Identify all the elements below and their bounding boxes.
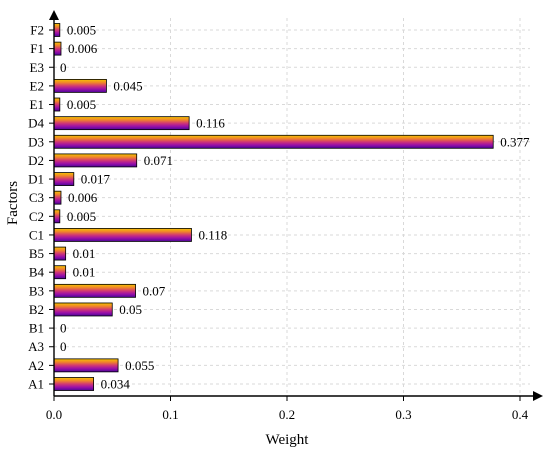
category-label-B2: B2 [29,302,44,317]
bar-F2 [53,23,61,37]
x-tick-label: 0.2 [279,407,295,422]
data-label-D1: 0.017 [81,172,111,187]
category-label-D4: D4 [28,116,44,131]
bar-D2 [53,153,138,168]
bar-D3 [53,134,494,149]
data-label-B2: 0.05 [119,302,142,317]
category-label-C2: C2 [29,209,44,224]
x-tick-label: 0.0 [46,407,62,422]
data-label-E2: 0.045 [113,78,142,93]
bar-C2 [53,209,61,224]
bar-B5 [53,246,67,261]
category-label-B3: B3 [29,283,44,298]
category-label-C3: C3 [29,190,44,205]
y-axis-arrow [49,10,59,20]
bar-B3 [53,283,136,298]
bar-E1 [53,97,61,112]
category-label-A2: A2 [28,358,44,373]
data-label-D4: 0.116 [196,116,225,131]
category-label-E1: E1 [30,97,44,112]
labels-group: A1 0.034 A2 0.055 A3 0 B1 0 B2 0.05 B3 0.07 B4 0.01 B5… [28,23,530,423]
data-label-F2: 0.005 [67,23,96,38]
category-label-B4: B4 [29,265,45,280]
category-label-B5: B5 [29,246,44,261]
bar-B2 [53,302,113,317]
x-tick-label: 0.3 [395,407,411,422]
y-axis-title: Factors [5,181,21,225]
bar-C3 [53,190,62,205]
data-label-E3: 0 [60,60,67,75]
bar-A2 [53,358,119,373]
category-label-E2: E2 [30,78,44,93]
category-label-A3: A3 [28,339,44,354]
data-label-A1: 0.034 [101,377,131,392]
x-tick-label: 0.1 [162,407,178,422]
x-axis-title: Weight [266,432,310,448]
bar-B4 [53,265,67,280]
bar-D1 [53,172,75,186]
bar-E2 [53,78,107,93]
data-label-D3: 0.377 [500,134,530,149]
category-label-E3: E3 [30,60,44,75]
bars-group [53,23,494,391]
bar-A1 [53,377,95,391]
x-axis-arrow [533,391,543,401]
bar-D4 [53,116,190,131]
data-label-D2: 0.071 [144,153,173,168]
bar-F1 [53,41,62,56]
category-label-D1: D1 [28,172,44,187]
data-label-C2: 0.005 [67,209,96,224]
data-label-C1: 0.118 [198,227,227,242]
data-label-B1: 0 [60,321,67,336]
data-label-B3: 0.07 [143,283,166,298]
data-label-B4: 0.01 [73,265,96,280]
category-label-D2: D2 [28,153,44,168]
category-label-A1: A1 [28,377,44,392]
data-label-A3: 0 [60,339,67,354]
axes-group [49,10,543,401]
bar-C1 [53,228,192,242]
data-label-C3: 0.006 [68,190,98,205]
category-label-D3: D3 [28,134,44,149]
category-label-C1: C1 [29,227,44,242]
x-tick-label: 0.4 [512,407,529,422]
category-label-B1: B1 [29,321,44,336]
category-label-F1: F1 [30,41,44,56]
data-label-A2: 0.055 [125,358,154,373]
data-label-F1: 0.006 [68,41,98,56]
category-label-F2: F2 [30,23,44,38]
data-label-E1: 0.005 [67,97,96,112]
grid-lines [54,18,530,396]
data-label-B5: 0.01 [73,246,96,261]
